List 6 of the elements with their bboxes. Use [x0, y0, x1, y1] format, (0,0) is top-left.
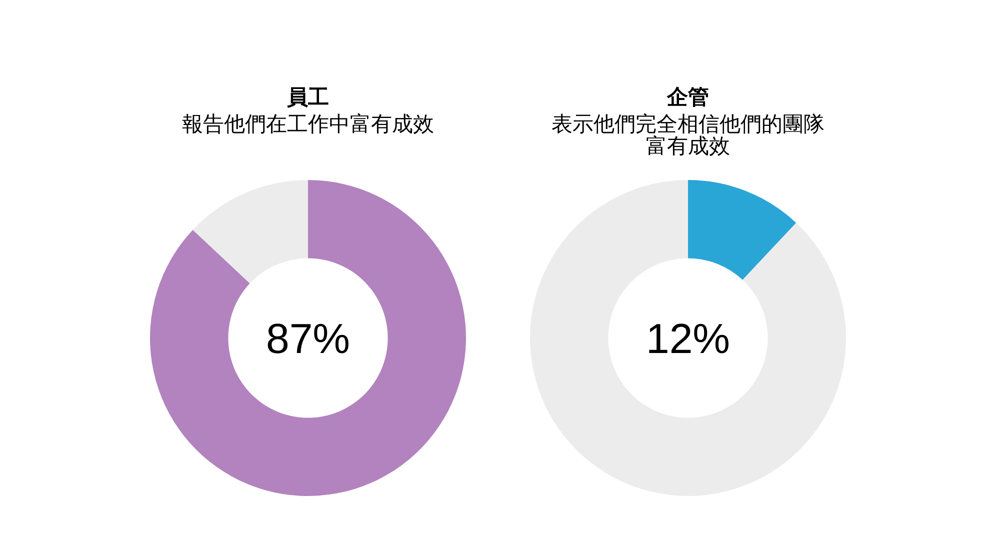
chart-title: 員工: [286, 86, 330, 110]
text: 87%: [266, 315, 350, 362]
text: 12%: [646, 315, 730, 362]
chart-subtitle: 表示他們完全相信他們的團隊富有成效: [550, 113, 826, 158]
chart-subtitle: 報告他們在工作中富有成效: [181, 113, 435, 136]
chart-title: 企管: [666, 86, 710, 110]
